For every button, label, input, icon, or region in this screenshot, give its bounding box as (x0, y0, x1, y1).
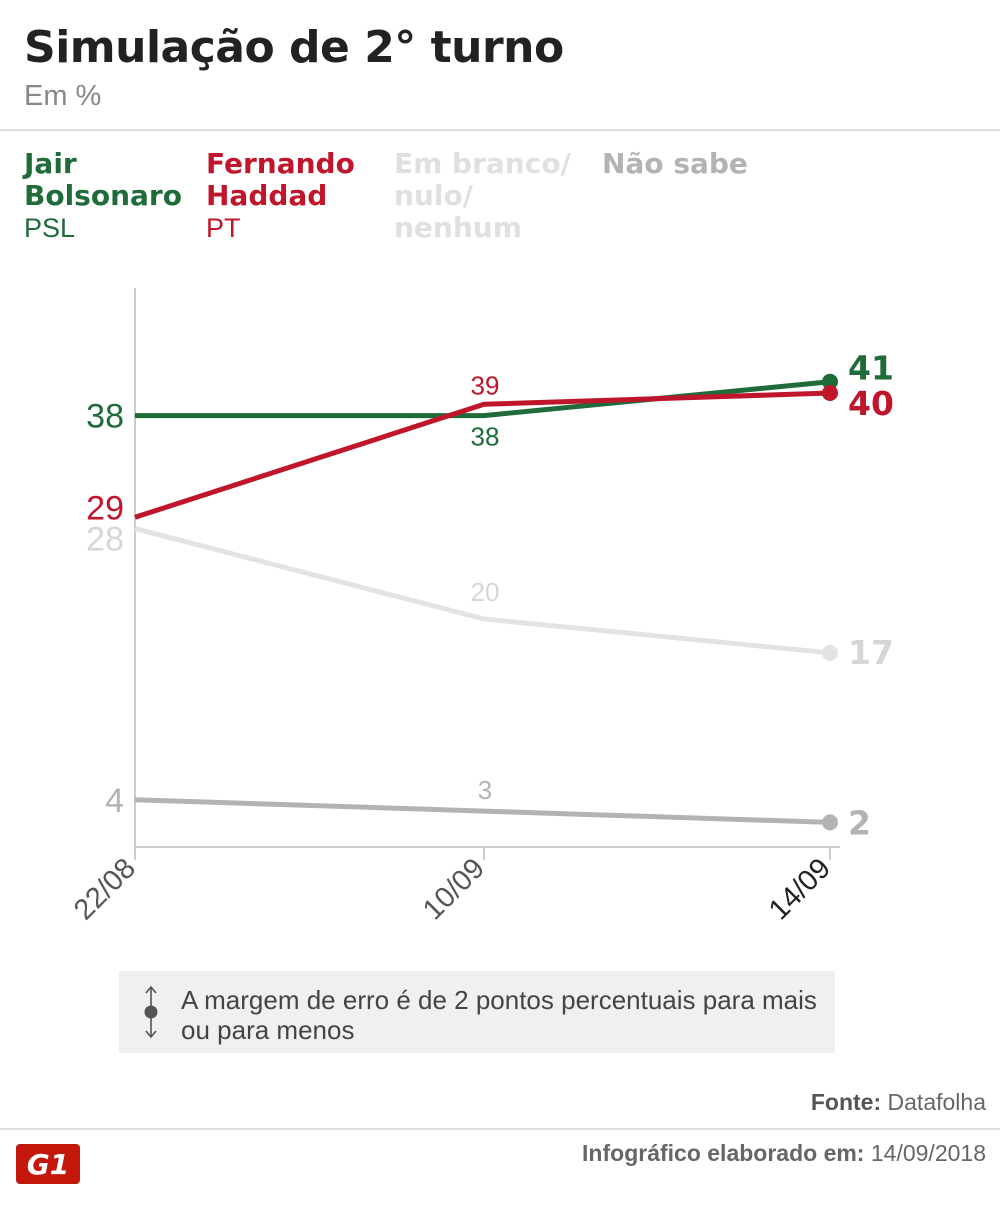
margin-of-error-text: A margem de erro é de 2 pontos percentua… (181, 985, 817, 1045)
x-tick-label: 10/09 (417, 852, 491, 926)
infographic-date-value: 14/09/2018 (870, 1140, 986, 1166)
data-label-start: 38 (86, 398, 124, 436)
infographic-date: Infográfico elaborado em: 14/09/2018 (582, 1140, 986, 1167)
legend-name: Não sabe (602, 147, 748, 180)
series-end-point (822, 814, 838, 831)
g1-logo: G1 (16, 1144, 80, 1184)
series-line-3 (134, 797, 831, 825)
legend-item-nao-sabe: Não sabe (602, 148, 792, 180)
legend-name: Fernando Haddad (206, 147, 355, 212)
data-label-end: 41 (848, 349, 894, 388)
footer-divider (0, 1128, 1000, 1130)
infographic-date-label: Infográfico elaborado em: (582, 1140, 865, 1166)
series-end-point (822, 373, 838, 390)
data-label-end: 40 (848, 384, 894, 423)
margin-of-error-note: A margem de erro é de 2 pontos percentua… (119, 971, 835, 1053)
legend-name: Jair Bolsonaro (24, 147, 182, 212)
data-label-mid: 39 (471, 370, 500, 400)
header-divider (0, 129, 1000, 131)
chart-subtitle: Em % (24, 80, 102, 112)
source: Fonte: Datafolha (811, 1089, 986, 1116)
series-end-point (822, 385, 838, 401)
line-chart: 22/08 10/09 14/09 38 38 41 29 39 40 28 20 17 4 3 2 (68, 288, 894, 926)
data-label-mid: 38 (471, 422, 500, 452)
x-tick-label: 14/09 (763, 852, 837, 926)
g1-logo-text: G1 (27, 1148, 69, 1181)
legend-item-haddad: Fernando Haddad PT (206, 148, 396, 244)
data-label-mid: 20 (471, 577, 500, 607)
series-line-0 (135, 379, 831, 419)
data-label-end: 17 (848, 633, 894, 672)
margin-arrow-icon (144, 985, 158, 1039)
chart-title: Simulação de 2° turno (24, 22, 564, 73)
legend-party: PSL (24, 213, 76, 243)
series-end-point (822, 644, 838, 661)
legend-party: PT (206, 213, 241, 243)
legend-name: Em branco/ nulo/ nenhum (394, 147, 571, 244)
data-label-start: 4 (105, 782, 124, 820)
data-label-start: 28 (86, 521, 124, 559)
data-label-mid: 3 (478, 775, 492, 805)
x-tick-label: 22/08 (68, 852, 142, 926)
legend-item-branco-nulo: Em branco/ nulo/ nenhum (394, 148, 574, 244)
source-label: Fonte: (810, 1089, 882, 1115)
series-line-2 (134, 526, 831, 656)
data-label-start: 29 (86, 489, 124, 527)
data-label-end: 2 (848, 803, 871, 842)
series-line-1 (134, 390, 831, 520)
source-value: Datafolha (887, 1089, 986, 1115)
legend-item-bolsonaro: Jair Bolsonaro PSL (24, 148, 214, 244)
